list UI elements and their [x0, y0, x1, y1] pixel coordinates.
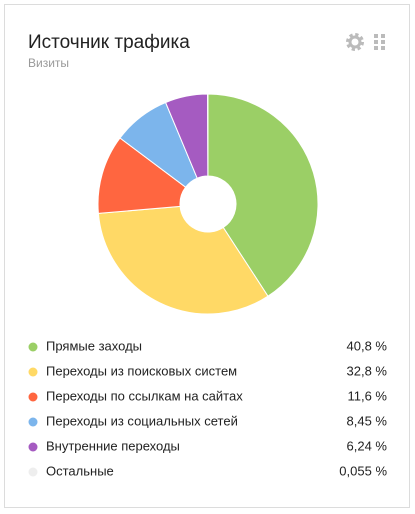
dot [381, 46, 385, 50]
legend-value: 8,45 % [347, 413, 388, 428]
legend-marker [28, 417, 38, 427]
legend-value: 0,055 % [339, 463, 387, 478]
drag-handle[interactable] [374, 34, 385, 50]
gear-body [348, 35, 362, 49]
legend-marker [28, 467, 38, 477]
legend-value: 6,24 % [347, 438, 388, 453]
dot [374, 40, 378, 44]
legend-value: 32,8 % [347, 363, 388, 378]
legend-value: 11,6 % [347, 388, 387, 403]
chart-subtitle: Визиты [28, 56, 69, 70]
legend-marker [28, 367, 38, 377]
legend-marker [28, 442, 38, 452]
legend-label: Переходы из поисковых систем [46, 363, 237, 378]
settings-icon[interactable] [346, 33, 364, 51]
dot [374, 46, 378, 50]
dot [381, 40, 385, 44]
pie-slice [97, 205, 269, 315]
gear-teeth [346, 33, 364, 51]
legend-label: Внутренние переходы [46, 438, 180, 453]
dot [374, 34, 378, 38]
chart-title: Источник трафика [28, 32, 190, 53]
legend-label: Прямые заходы [46, 338, 142, 353]
legend-label: Переходы из социальных сетей [46, 413, 238, 428]
legend-value: 40,8 % [347, 338, 388, 353]
legend-marker [28, 342, 38, 352]
dot [381, 34, 385, 38]
legend-label: Переходы по ссылкам на сайтах [46, 388, 243, 403]
pie-slice [97, 137, 187, 214]
legend-label: Остальные [46, 463, 114, 478]
legend-marker [28, 392, 38, 402]
